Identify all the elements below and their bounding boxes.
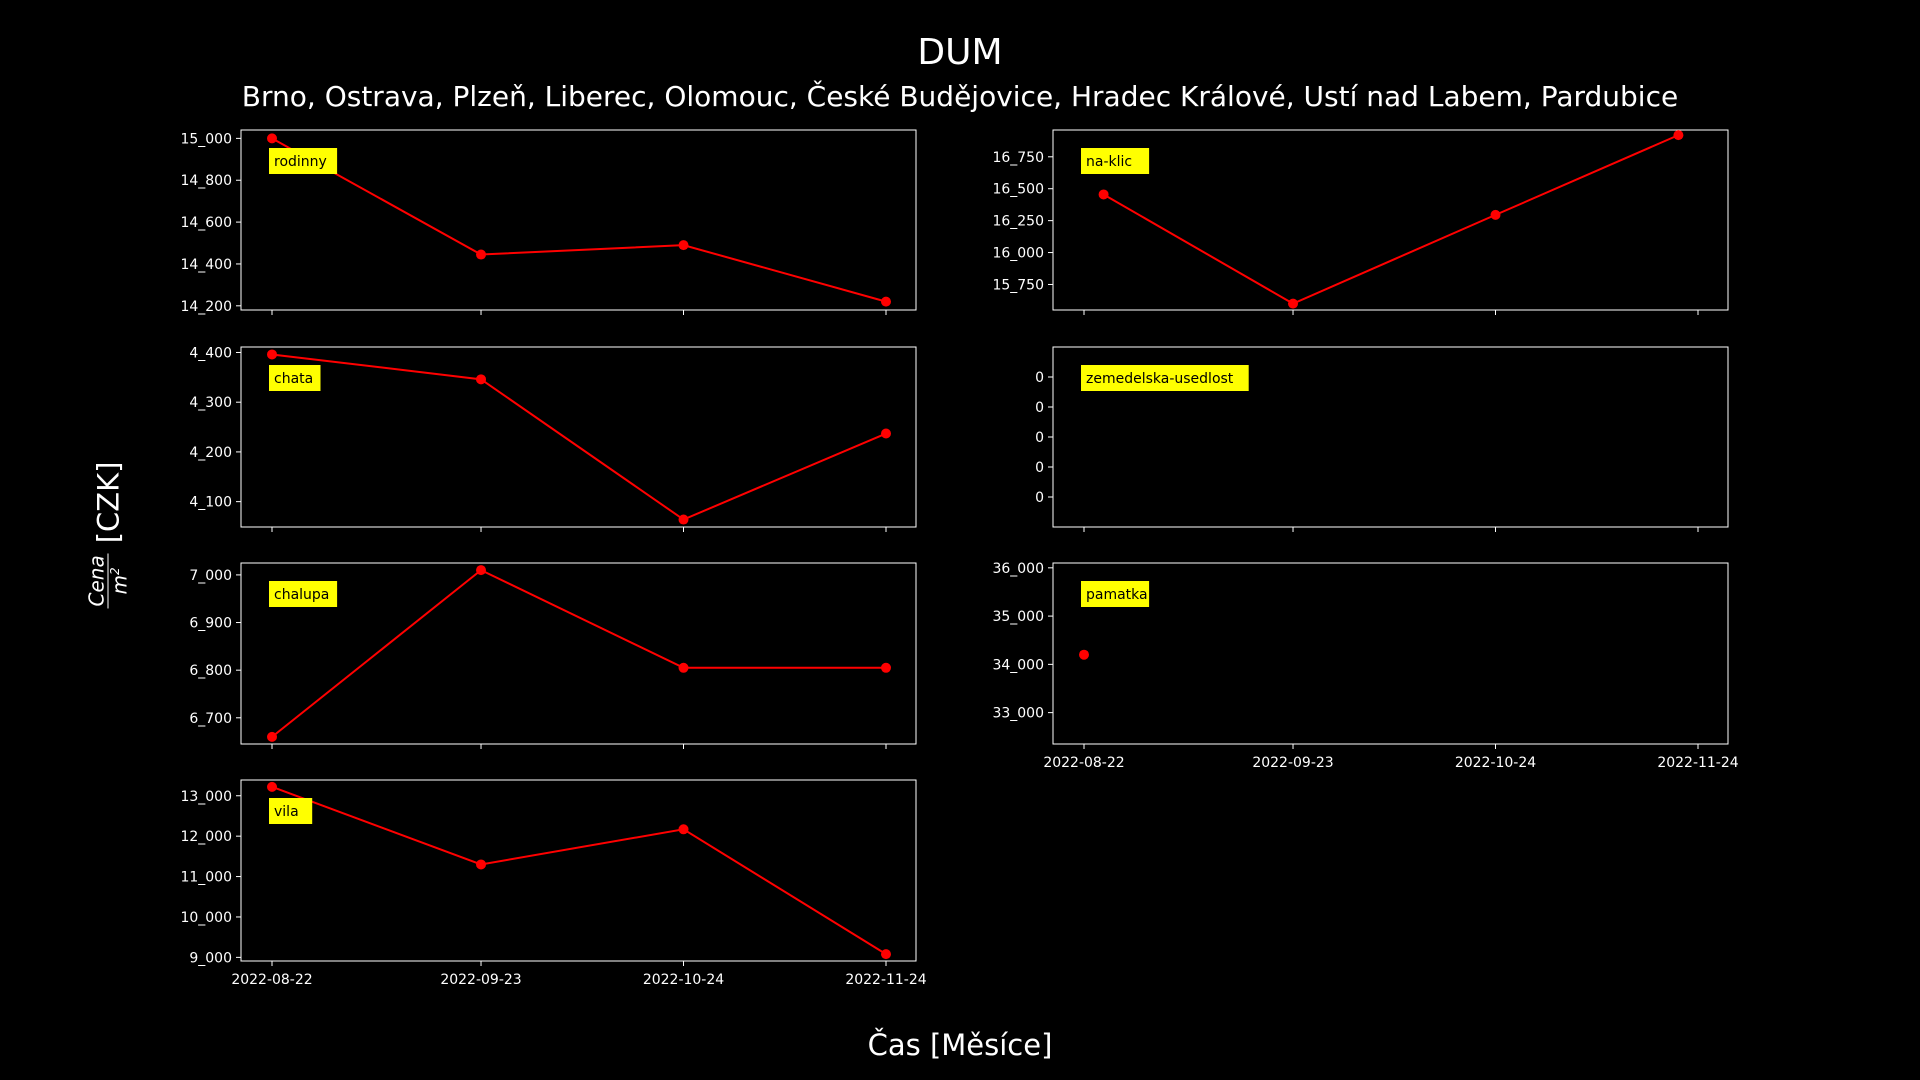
series-line-chalupa	[271, 568, 886, 738]
x-tick-label: 2022-10-24	[643, 972, 724, 988]
y-tick-label: 4_300	[189, 395, 232, 411]
y-tick-label: 11_000	[180, 870, 232, 886]
y-tick-label: 12_000	[180, 829, 232, 845]
data-point-pamatka-0	[1079, 649, 1089, 660]
y-tick-label: 15_750	[992, 277, 1044, 293]
y-tick-label: 0	[1035, 490, 1044, 506]
y-tick-label: 7_000	[189, 568, 232, 584]
panel-label-box	[269, 581, 338, 607]
y-tick-label: 14_800	[180, 173, 232, 189]
y-tick-label: 6_700	[189, 711, 232, 727]
y-tick-label: 16_500	[992, 182, 1044, 198]
panel-zemedelska-usedlost: 0 0 0 0 0 zemedelska-usedlost	[1035, 346, 1729, 532]
y-tick-label: 16_750	[992, 150, 1044, 166]
series-line-rodinny	[271, 137, 887, 303]
panel-label: na-klic	[1086, 154, 1132, 170]
y-tick-label: 36_000	[992, 561, 1044, 577]
y-tick-label: 4_200	[189, 445, 232, 461]
y-tick-label: 0	[1035, 460, 1044, 476]
data-point-chalupa-2	[678, 662, 689, 673]
x-axis-label: Čas [Měsíce]	[867, 1028, 1053, 1062]
data-point-vila-3	[881, 949, 891, 960]
y-tick-label: 34_000	[992, 657, 1044, 673]
panel-frame	[1052, 129, 1729, 311]
panel-frame	[240, 562, 917, 745]
x-tick-label: 2022-08-22	[231, 972, 312, 988]
data-point-na-klic-1	[1288, 298, 1299, 309]
series-line-vila	[271, 785, 887, 955]
y-tick-label: 9_000	[189, 950, 232, 966]
data-point-chalupa-3	[881, 662, 891, 673]
x-tick-label: 2022-10-24	[1455, 755, 1536, 771]
panel-label: zemedelska-usedlost	[1086, 371, 1234, 387]
panel-frame	[240, 779, 917, 962]
x-tick-label: 2022-11-24	[845, 972, 926, 988]
data-point-chata-3	[881, 428, 891, 439]
y-tick-label: 14_200	[180, 299, 232, 315]
panel-frame	[240, 129, 917, 311]
y-tick-label: 6_800	[189, 663, 232, 679]
data-point-rodinny-0	[267, 133, 277, 144]
y-tick-label: 13_000	[180, 789, 232, 805]
y-tick-label: 6_900	[189, 616, 232, 632]
data-point-rodinny-3	[881, 296, 891, 307]
y-tick-label: 0	[1035, 400, 1044, 416]
panel-frame	[1052, 562, 1729, 745]
data-point-chalupa-1	[476, 565, 487, 576]
data-point-chata-1	[476, 374, 487, 385]
panel-label: vila	[274, 804, 299, 820]
y-tick-label: 4_400	[189, 345, 232, 361]
series-line-na-klic	[1103, 134, 1679, 305]
panel-label: chalupa	[274, 587, 329, 603]
data-point-na-klic-2	[1490, 209, 1501, 220]
y-tick-label: 16_250	[992, 214, 1044, 230]
y-tick-label: 14_400	[180, 257, 232, 273]
data-point-rodinny-1	[476, 249, 487, 260]
data-point-chata-2	[678, 514, 689, 525]
panel-label: chata	[274, 371, 313, 387]
panel-pamatka: 33_000 34_000 35_000 36_000 2022-08-22 2022-0…	[992, 561, 1738, 771]
y-tick-label: 4_100	[189, 495, 232, 511]
data-point-vila-2	[678, 824, 689, 835]
data-point-vila-0	[267, 781, 277, 792]
panel-label-box	[269, 365, 321, 391]
panel-frame	[240, 346, 917, 528]
panel-label: rodinny	[274, 154, 327, 170]
y-tick-label: 15_000	[180, 131, 232, 147]
panel-label-box	[1081, 581, 1150, 607]
panel-label-box	[269, 798, 313, 824]
data-point-na-klic-3	[1673, 130, 1684, 141]
y-tick-label: 10_000	[180, 910, 232, 926]
panel-label: pamatka	[1086, 587, 1148, 603]
y-tick-label: 0	[1035, 370, 1044, 386]
panel-label-box	[1081, 148, 1150, 174]
x-tick-label: 2022-08-22	[1043, 755, 1124, 771]
data-point-rodinny-2	[678, 240, 689, 251]
panel-label-box	[1081, 365, 1249, 391]
x-tick-label: 2022-11-24	[1657, 755, 1738, 771]
y-tick-label: 35_000	[992, 609, 1044, 625]
y-tick-label: 14_600	[180, 215, 232, 231]
chart-title: DUM	[917, 32, 1003, 73]
panel-na-klic: 15_750 16_000 16_250 16_500 16_750 na-klic	[992, 129, 1729, 315]
x-tick-label: 2022-09-23	[1252, 755, 1333, 771]
data-point-chalupa-0	[267, 731, 277, 742]
y-tick-label: 16_000	[992, 246, 1044, 262]
data-point-na-klic-0	[1098, 189, 1109, 200]
y-tick-label: 33_000	[992, 706, 1044, 722]
panel-label-box	[269, 148, 338, 174]
data-point-chata-0	[267, 349, 277, 360]
chart-subtitle: Brno, Ostrava, Plzeň, Liberec, Olomouc, …	[241, 80, 1679, 113]
y-tick-label: 0	[1035, 430, 1044, 446]
series-line-chata	[271, 353, 887, 521]
panel-vila: 9_000 10_000 11_000 12_000 13_000 2022-08-22 2…	[180, 779, 927, 988]
x-tick-label: 2022-09-23	[440, 972, 521, 988]
data-point-vila-1	[476, 859, 487, 870]
